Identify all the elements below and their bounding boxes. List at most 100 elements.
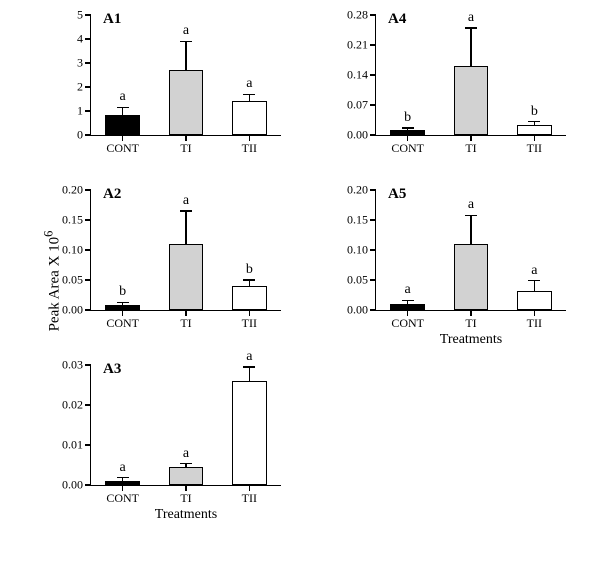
y-tick-label: 0.00 (347, 303, 376, 318)
panel-title: A4 (388, 11, 406, 28)
significance-letter: b (404, 110, 411, 126)
figure-root: Peak Area X 106 A1012345CONTaTIaTIIaA20.… (0, 0, 600, 562)
x-tick-label: CONT (391, 310, 424, 331)
y-tick-label: 0 (77, 128, 91, 143)
significance-letter: a (120, 460, 126, 476)
x-tick-label: CONT (106, 135, 139, 156)
y-tick-label: 0.14 (347, 68, 376, 83)
bar-CONT (390, 304, 425, 310)
y-tick-label: 0.20 (347, 183, 376, 198)
significance-letter: a (246, 349, 252, 365)
bar-TI (454, 244, 489, 310)
bar-TII (517, 125, 552, 135)
panel-A3: A30.000.010.020.03CONTaTIaTIIaTreatments (35, 355, 295, 505)
y-tick-label: 0.05 (347, 273, 376, 288)
error-bar-cap (402, 300, 414, 301)
error-bar-stem (470, 215, 471, 244)
plot-area: 0.000.070.140.210.28CONTbTIaTIIb (375, 15, 566, 136)
bar-TI (169, 467, 204, 485)
y-tick-label: 4 (77, 32, 91, 47)
bar-CONT (105, 481, 140, 485)
panel-A1: A1012345CONTaTIaTIIa (35, 5, 295, 155)
y-tick-label: 0.10 (62, 243, 91, 258)
panel-A5: A50.000.050.100.150.20CONTaTIaTIIaTreatm… (320, 180, 580, 330)
y-tick-label: 2 (77, 80, 91, 95)
panel-A2: A20.000.050.100.150.20CONTbTIaTIIb (35, 180, 295, 330)
y-tick-label: 0.03 (62, 358, 91, 373)
panel-title: A1 (103, 11, 121, 28)
y-tick-label: 0.00 (62, 303, 91, 318)
bar-TII (232, 101, 267, 135)
error-bar-cap (465, 215, 477, 216)
y-tick-label: 3 (77, 56, 91, 71)
x-tick-label: CONT (106, 310, 139, 331)
plot-area: 0.000.050.100.150.20CONTbTIaTIIb (90, 190, 281, 311)
x-tick-label: TII (527, 135, 542, 156)
y-tick-label: 0.21 (347, 38, 376, 53)
significance-letter: b (531, 104, 538, 120)
error-bar-cap (402, 127, 414, 128)
plot-area: 0.000.050.100.150.20CONTaTIaTIIaTreatmen… (375, 190, 566, 311)
error-bar-cap (180, 210, 192, 211)
significance-letter: a (183, 446, 189, 462)
y-tick-label: 0.28 (347, 8, 376, 23)
error-bar-stem (122, 107, 123, 114)
y-tick-label: 0.02 (62, 398, 91, 413)
plot-area: 0.000.010.020.03CONTaTIaTIIaTreatments (90, 365, 281, 486)
error-bar-cap (528, 121, 540, 122)
bar-TII (232, 286, 267, 310)
y-tick-label: 0.01 (62, 438, 91, 453)
significance-letter: a (468, 10, 474, 26)
error-bar-stem (185, 211, 186, 244)
y-tick-label: 0.07 (347, 98, 376, 113)
x-tick-label: TII (242, 310, 257, 331)
error-bar-stem (470, 28, 471, 67)
significance-letter: b (246, 262, 253, 278)
error-bar-cap (117, 477, 129, 478)
y-tick-label: 0.00 (62, 478, 91, 493)
x-tick-label: TI (465, 310, 476, 331)
panel-title: A3 (103, 361, 121, 378)
significance-letter: a (246, 76, 252, 92)
bar-TI (454, 66, 489, 135)
y-tick-label: 0.15 (62, 213, 91, 228)
y-tick-label: 0.10 (347, 243, 376, 258)
x-tick-label: TII (527, 310, 542, 331)
y-tick-label: 0.20 (62, 183, 91, 198)
x-tick-label: CONT (391, 135, 424, 156)
error-bar-stem (249, 280, 250, 286)
y-tick-label: 0.15 (347, 213, 376, 228)
bar-TII (232, 381, 267, 485)
bar-CONT (390, 130, 425, 135)
significance-letter: a (183, 193, 189, 209)
x-tick-label: TI (180, 310, 191, 331)
error-bar-cap (180, 463, 192, 464)
bar-TII (517, 291, 552, 310)
plot-area: 012345CONTaTIaTIIa (90, 15, 281, 136)
y-tick-label: 0.05 (62, 273, 91, 288)
y-tick-label: 1 (77, 104, 91, 119)
x-tick-label: CONT (106, 485, 139, 506)
significance-letter: a (183, 23, 189, 39)
significance-letter: b (119, 284, 126, 300)
significance-letter: a (405, 282, 411, 298)
x-tick-label: TI (180, 485, 191, 506)
x-axis-label: Treatments (440, 332, 502, 348)
bar-TI (169, 244, 204, 310)
error-bar-stem (534, 281, 535, 291)
error-bar-cap (117, 302, 129, 303)
error-bar-cap (528, 280, 540, 281)
error-bar-stem (249, 94, 250, 101)
x-tick-label: TI (180, 135, 191, 156)
error-bar-stem (185, 41, 186, 70)
significance-letter: a (531, 263, 537, 279)
panel-A4: A40.000.070.140.210.28CONTbTIaTIIb (320, 5, 580, 155)
x-tick-label: TII (242, 135, 257, 156)
error-bar-cap (243, 279, 255, 280)
bar-CONT (105, 115, 140, 135)
x-tick-label: TI (465, 135, 476, 156)
bar-CONT (105, 305, 140, 310)
x-axis-label: Treatments (155, 507, 217, 523)
error-bar-cap (180, 41, 192, 42)
y-tick-label: 5 (77, 8, 91, 23)
